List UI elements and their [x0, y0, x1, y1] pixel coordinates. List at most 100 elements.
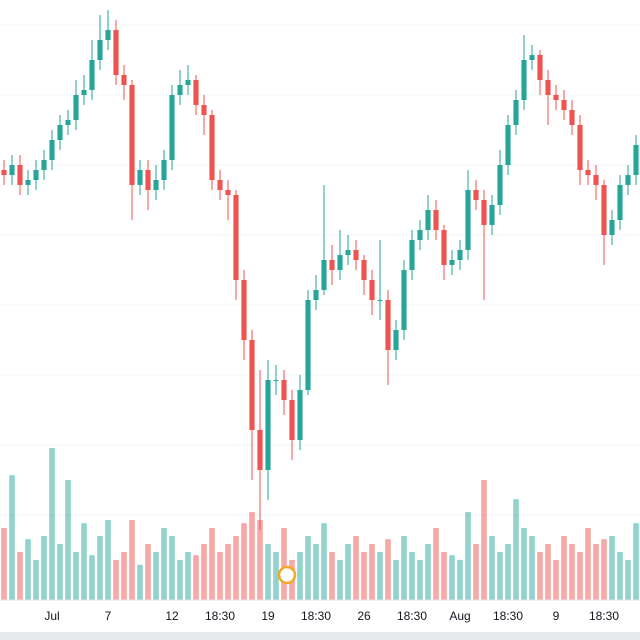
candle-body: [161, 160, 167, 180]
volume-bar: [561, 536, 567, 600]
volume-bar: [217, 552, 223, 600]
candle-body: [585, 170, 591, 175]
volume-bar: [553, 560, 559, 600]
candle-body: [1, 170, 7, 175]
volume-bar: [321, 523, 327, 600]
candle-body: [33, 170, 39, 180]
candle-body: [385, 300, 391, 350]
candle-body: [513, 100, 519, 125]
volume-bar: [425, 544, 431, 600]
candle-body: [609, 220, 615, 235]
candle-body: [425, 210, 431, 230]
volume-bar: [201, 544, 207, 600]
volume-bar: [569, 544, 575, 600]
candle-body: [449, 260, 455, 265]
volume-bar: [249, 512, 255, 600]
candle-body: [129, 85, 135, 185]
candle-body: [577, 125, 583, 170]
volume-bar: [545, 544, 551, 600]
volume-bar: [521, 528, 527, 600]
volume-bar: [505, 544, 511, 600]
candle-body: [313, 290, 319, 300]
candle-body: [185, 80, 191, 85]
candle-body: [345, 250, 351, 255]
volume-bar: [393, 560, 399, 600]
candle-body: [49, 140, 55, 160]
volume-bar: [145, 544, 151, 600]
candle-body: [217, 180, 223, 190]
volume-bar: [265, 544, 271, 600]
volume-bar: [297, 552, 303, 600]
candle-body: [377, 300, 383, 301]
x-tick-label: 9: [553, 609, 560, 623]
volume-bar: [345, 544, 351, 600]
volume-bar: [609, 536, 615, 600]
candle-body: [441, 230, 447, 265]
candle-body: [193, 80, 199, 105]
volume-bar: [537, 552, 543, 600]
volume-bar: [401, 536, 407, 600]
volume-bar: [81, 523, 87, 600]
volume-bar: [465, 512, 471, 600]
candle-body: [633, 145, 639, 175]
volume-bar: [97, 536, 103, 600]
candle-body: [337, 255, 343, 270]
candle-body: [65, 120, 71, 125]
volume-bar: [209, 528, 215, 600]
volume-bar: [273, 552, 279, 600]
volume-bar: [65, 480, 71, 600]
x-tick-label: 18:30: [205, 609, 235, 623]
candle-body: [625, 175, 631, 185]
candle-body: [169, 95, 175, 160]
candle-body: [401, 270, 407, 330]
volume-bar: [313, 544, 319, 600]
candle-body: [393, 330, 399, 350]
volume-bar: [225, 544, 231, 600]
volume-bar: [153, 552, 159, 600]
candle-body: [57, 125, 63, 140]
volume-bar: [361, 552, 367, 600]
candle-body: [177, 85, 183, 95]
candle-body: [105, 30, 111, 40]
candle-body: [521, 60, 527, 100]
volume-bar: [617, 552, 623, 600]
volume-bar: [593, 544, 599, 600]
candle-body: [481, 200, 487, 225]
volume-bar: [441, 552, 447, 600]
candle-body: [601, 185, 607, 235]
candle-body: [73, 95, 79, 120]
candle-body: [353, 250, 359, 260]
volume-bar: [105, 520, 111, 600]
volume-bar: [353, 536, 359, 600]
candle-body: [97, 40, 103, 60]
event-marker[interactable]: [277, 565, 297, 585]
candle-body: [553, 95, 559, 100]
volume-bar: [625, 560, 631, 600]
x-tick-label: 18:30: [493, 609, 523, 623]
volume-bar: [1, 528, 7, 600]
candle-body: [249, 340, 255, 430]
x-tick-label: 7: [105, 609, 112, 623]
candle-body: [153, 180, 159, 190]
candle-body: [209, 115, 215, 180]
volume-bar: [89, 555, 95, 600]
candle-body: [273, 380, 279, 381]
candle-body: [465, 190, 471, 250]
volume-bar: [529, 536, 535, 600]
x-tick-label: 12: [165, 609, 179, 623]
candle-body: [241, 280, 247, 340]
candle-body: [489, 205, 495, 225]
candle-body: [457, 250, 463, 260]
candle-body: [545, 80, 551, 95]
candle-body: [537, 55, 543, 80]
candle-body: [25, 180, 31, 185]
volume-bar: [449, 555, 455, 600]
volume-bar: [601, 539, 607, 600]
volume-bar: [161, 528, 167, 600]
volume-bar: [305, 536, 311, 600]
candle-body: [593, 175, 599, 185]
candle-body: [433, 210, 439, 230]
volume-bar: [177, 560, 183, 600]
candle-body: [201, 105, 207, 115]
